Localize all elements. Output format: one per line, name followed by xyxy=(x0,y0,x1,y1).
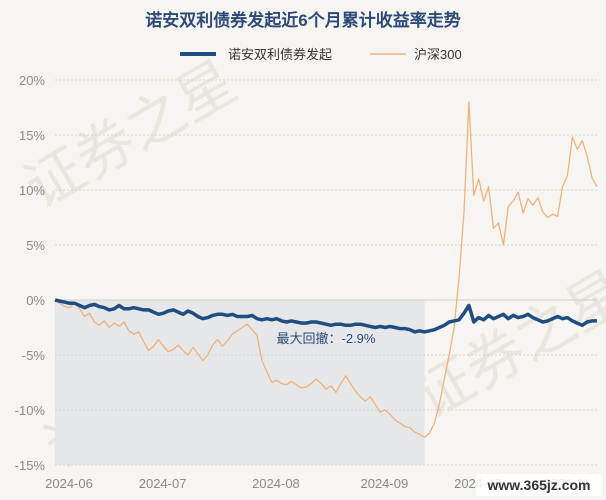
x-tick-label: 2024-07 xyxy=(139,476,187,491)
max-drawdown-label: 最大回撤：-2.9% xyxy=(277,331,376,346)
series-line-fund xyxy=(54,298,597,334)
x-tick-label: 2024-06 xyxy=(45,476,93,491)
y-axis-ticks: 20% 15% 10% 5% 0% -5% -10% -15% xyxy=(15,73,46,473)
grid-lines xyxy=(55,79,597,466)
x-tick-label: 2024-08 xyxy=(252,476,300,491)
site-badge-text: www.365jz.com xyxy=(487,477,591,493)
y-tick-label: 0% xyxy=(26,293,45,308)
y-tick-label: -5% xyxy=(22,348,46,363)
series-lines xyxy=(54,101,598,439)
y-tick-label: 5% xyxy=(26,238,45,253)
legend-label-fund: 诺安双利债券发起 xyxy=(228,47,332,62)
x-tick-label: 2024-09 xyxy=(360,476,408,491)
site-badge-bg xyxy=(476,474,602,496)
drawdown-area-group xyxy=(55,300,425,465)
legend: 诺安双利债券发起 沪深300 xyxy=(180,47,462,62)
legend-label-index: 沪深300 xyxy=(414,47,462,62)
watermark-text-3: 证券之星 xyxy=(404,259,606,431)
chart-title: 诺安双利债券发起近6个月累计收益率走势 xyxy=(145,10,460,30)
y-tick-label: -10% xyxy=(15,403,46,418)
site-badge: www.365jz.com xyxy=(476,474,602,496)
y-tick-label: 20% xyxy=(19,73,45,88)
y-tick-label: -15% xyxy=(15,458,46,473)
y-tick-label: 10% xyxy=(19,183,45,198)
max-drawdown-area xyxy=(55,300,425,465)
series-line-index xyxy=(54,101,598,439)
y-tick-label: 15% xyxy=(19,128,45,143)
